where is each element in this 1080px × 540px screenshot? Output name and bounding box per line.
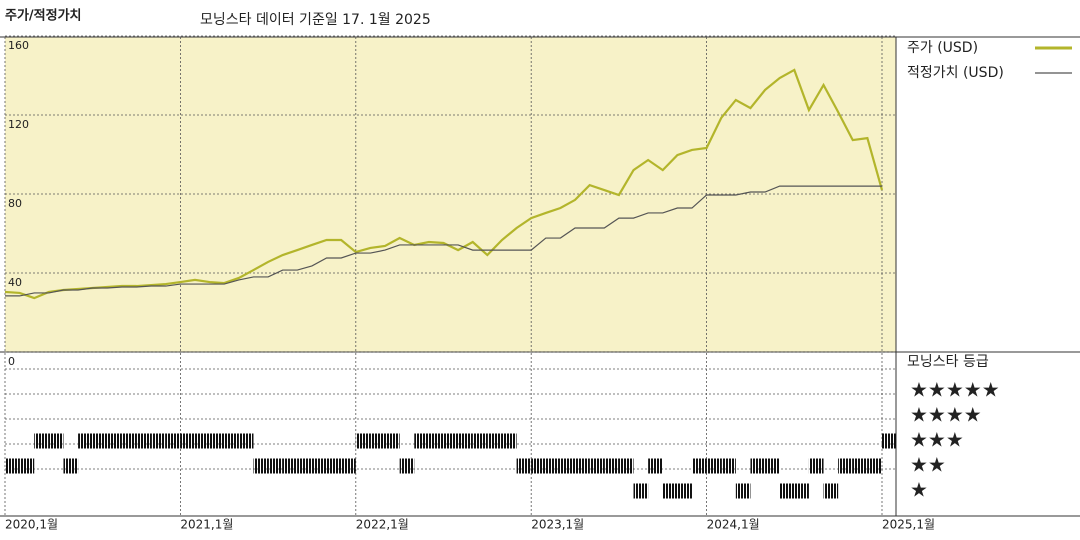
rating-legend: ★ bbox=[910, 478, 928, 502]
x-tick-label: 2024,1월 bbox=[707, 518, 760, 532]
y-tick-label: 80 bbox=[8, 197, 22, 210]
x-tick-label: 2020,1월 bbox=[5, 518, 58, 532]
rating-legend: ★★★ bbox=[910, 428, 964, 452]
rating-bar bbox=[209, 433, 225, 449]
rating-bar bbox=[604, 458, 619, 474]
rating-bar bbox=[370, 433, 386, 449]
rating-bar bbox=[5, 458, 20, 474]
x-tick-label: 2022,1월 bbox=[356, 518, 409, 532]
rating-bar bbox=[34, 433, 49, 449]
rating-bar bbox=[326, 458, 342, 474]
rating-legend: ★★★★ bbox=[910, 403, 982, 427]
rating-bar bbox=[78, 433, 93, 449]
rating-bar bbox=[750, 458, 766, 474]
rating-bar bbox=[107, 433, 122, 449]
rating-bar bbox=[92, 433, 108, 449]
legend-label: 적정가치 (USD) bbox=[907, 65, 1004, 81]
x-tick-label: 2023,1월 bbox=[531, 518, 584, 532]
rating-bar bbox=[662, 483, 678, 499]
rating-bar bbox=[691, 458, 707, 474]
rating-bar bbox=[341, 458, 356, 474]
rating-bar bbox=[823, 483, 839, 499]
rating-bar bbox=[165, 433, 181, 449]
rating-bar bbox=[19, 458, 35, 474]
y-tick-label: 0 bbox=[8, 355, 15, 368]
chart-subtitle: 모닝스타 데이터 기준일 17. 1월 2025 bbox=[200, 12, 431, 28]
rating-legend: ★★ bbox=[910, 453, 946, 477]
rating-bar bbox=[501, 433, 517, 449]
rating-bar bbox=[560, 458, 576, 474]
rating-bar bbox=[516, 458, 532, 474]
rating-bar bbox=[633, 483, 649, 499]
rating-bar bbox=[838, 458, 853, 474]
rating-bar bbox=[238, 433, 254, 449]
rating-bar bbox=[882, 433, 897, 449]
rating-bar bbox=[531, 458, 546, 474]
rating-bar bbox=[180, 433, 196, 449]
rating-bar bbox=[735, 483, 751, 499]
x-tick-label: 2025,1월 bbox=[882, 518, 935, 532]
rating-bar bbox=[385, 433, 400, 449]
rating-bar bbox=[151, 433, 166, 449]
rating-bar bbox=[253, 458, 269, 474]
rating-bar bbox=[487, 433, 502, 449]
rating-bar bbox=[297, 458, 312, 474]
y-tick-label: 120 bbox=[8, 118, 29, 131]
rating-bar bbox=[428, 433, 444, 449]
legend-label: 주가 (USD) bbox=[907, 40, 978, 56]
rating-bar bbox=[268, 458, 283, 474]
rating-bar bbox=[355, 433, 371, 449]
rating-bar bbox=[224, 433, 239, 449]
rating-bar bbox=[458, 433, 473, 449]
rating-bar bbox=[618, 458, 634, 474]
y-tick-label: 40 bbox=[8, 276, 22, 289]
series-line bbox=[4, 68, 884, 300]
rating-bar bbox=[677, 483, 692, 499]
x-tick-label: 2021,1월 bbox=[180, 518, 233, 532]
rating-legend: ★★★★★ bbox=[910, 378, 1000, 402]
rating-bar bbox=[443, 433, 459, 449]
rating-bar bbox=[765, 458, 780, 474]
rating-bar bbox=[794, 483, 809, 499]
rating-bar bbox=[136, 433, 152, 449]
rating-bar bbox=[48, 433, 64, 449]
rating-bar bbox=[414, 433, 429, 449]
rating-bar bbox=[399, 458, 415, 474]
rating-title: 모닝스타 등급 bbox=[907, 354, 989, 370]
rating-bar bbox=[706, 458, 722, 474]
rating-bar bbox=[195, 433, 210, 449]
rating-bar bbox=[648, 458, 663, 474]
rating-bar bbox=[589, 458, 605, 474]
rating-bar bbox=[779, 483, 795, 499]
rating-bar bbox=[852, 458, 868, 474]
series-line bbox=[5, 185, 882, 297]
rating-bar bbox=[721, 458, 736, 474]
y-tick-label: 160 bbox=[8, 39, 29, 52]
rating-bar bbox=[472, 433, 488, 449]
rating-bar bbox=[63, 458, 79, 474]
chart-title: 주가/적정가치 bbox=[5, 8, 82, 24]
rating-bar bbox=[808, 458, 824, 474]
rating-bar bbox=[545, 458, 561, 474]
rating-bar bbox=[867, 458, 882, 474]
rating-bar bbox=[282, 458, 298, 474]
rating-bar bbox=[121, 433, 137, 449]
rating-bar bbox=[311, 458, 327, 474]
plot-background bbox=[5, 37, 896, 352]
rating-bar bbox=[575, 458, 590, 474]
